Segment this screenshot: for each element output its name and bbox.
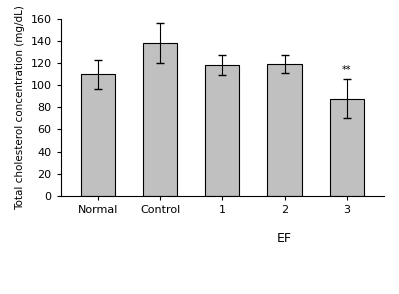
Text: **: ** [342, 65, 352, 75]
Bar [330, 98, 364, 196]
Bar [143, 43, 177, 196]
Y-axis label: Total cholesterol concentration (mg/dL): Total cholesterol concentration (mg/dL) [15, 5, 25, 210]
Text: EF: EF [277, 232, 292, 245]
Bar [205, 65, 239, 196]
Bar [267, 64, 302, 196]
Bar [81, 74, 115, 196]
